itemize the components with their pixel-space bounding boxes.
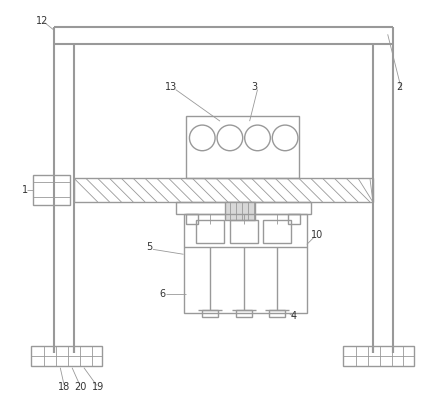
Text: 12: 12: [36, 15, 49, 26]
Text: 5: 5: [146, 242, 152, 252]
Bar: [236, 309, 252, 318]
Bar: [343, 346, 414, 366]
Bar: [230, 220, 258, 243]
Bar: [270, 309, 285, 318]
Text: 6: 6: [160, 289, 166, 299]
Bar: [176, 202, 311, 214]
Text: 13: 13: [165, 82, 177, 92]
Text: 4: 4: [291, 311, 297, 322]
Text: 1: 1: [22, 185, 28, 195]
Text: 2: 2: [396, 82, 403, 92]
Text: 18: 18: [58, 382, 70, 392]
Bar: [186, 116, 299, 178]
Bar: [186, 214, 198, 224]
Bar: [263, 220, 291, 243]
Text: 10: 10: [310, 230, 323, 239]
Bar: [183, 214, 307, 313]
Bar: [288, 214, 300, 224]
Text: 19: 19: [91, 382, 104, 392]
Bar: [202, 309, 218, 318]
Text: 3: 3: [251, 82, 258, 92]
Bar: [74, 178, 373, 202]
Text: 20: 20: [74, 382, 86, 392]
Bar: [31, 346, 102, 366]
Bar: [196, 220, 224, 243]
Bar: [32, 175, 70, 205]
Bar: [225, 202, 254, 220]
